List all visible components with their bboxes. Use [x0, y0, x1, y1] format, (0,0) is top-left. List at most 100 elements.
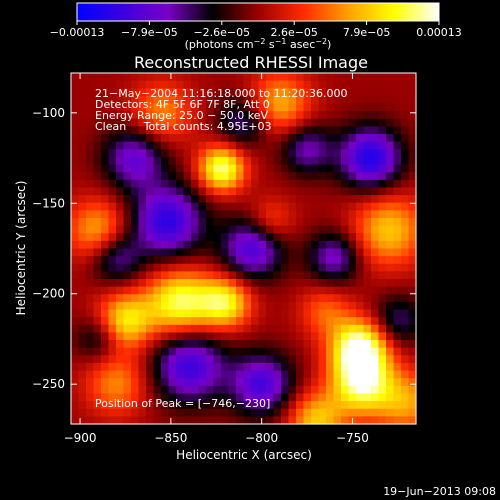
heatmap-cell	[243, 88, 252, 97]
heatmap-cell	[108, 347, 117, 356]
heatmap-cell	[198, 256, 207, 265]
heatmap-cell	[131, 88, 140, 97]
heatmap-cell	[363, 340, 372, 349]
heatmap-cell	[116, 347, 125, 356]
plot-frame	[70, 72, 417, 425]
heatmap-cell	[288, 309, 297, 318]
heatmap-cell	[108, 149, 117, 158]
heatmap-cell	[86, 370, 95, 379]
heatmap-cell	[123, 347, 132, 356]
heatmap-cell	[228, 217, 237, 227]
heatmap-cell	[333, 362, 342, 372]
heatmap-cell	[348, 202, 357, 211]
heatmap-cell	[228, 309, 237, 318]
heatmap-cell	[183, 347, 192, 356]
heatmap-cell	[71, 393, 80, 402]
heatmap-cell	[296, 393, 305, 402]
heatmap-cell	[206, 401, 215, 410]
heatmap-cell	[123, 202, 132, 211]
heatmap-cell	[116, 195, 125, 204]
heatmap-cell	[206, 118, 215, 128]
heatmap-cell	[288, 355, 297, 364]
heatmap-cell	[341, 202, 350, 211]
heatmap-cell	[176, 202, 185, 211]
heatmap-cell	[333, 263, 342, 272]
heatmap-cell	[71, 355, 80, 364]
heatmap-cell	[176, 240, 185, 250]
heatmap-cell	[408, 95, 417, 105]
heatmap-cell	[251, 126, 260, 135]
heatmap-cell	[176, 172, 185, 181]
heatmap-cell	[296, 88, 305, 97]
heatmap-cell	[341, 118, 350, 128]
heatmap-cell	[273, 309, 282, 318]
heatmap-cell	[281, 378, 290, 387]
heatmap-cell	[86, 408, 95, 417]
colorbar-tick-label: 2.6e−05	[270, 26, 317, 39]
heatmap-cell	[251, 210, 260, 219]
heatmap-cell	[393, 141, 402, 150]
heatmap-cell	[281, 164, 290, 173]
heatmap-cell	[93, 210, 102, 219]
heatmap-cell	[78, 248, 87, 257]
heatmap-cell	[243, 187, 252, 196]
heatmap-cell	[123, 256, 132, 265]
heatmap-cell	[371, 202, 380, 211]
heatmap-cell	[213, 225, 222, 234]
heatmap-cell	[386, 393, 395, 402]
heatmap-cell	[296, 210, 305, 219]
heatmap-cell	[161, 248, 170, 257]
heatmap-cell	[153, 309, 162, 318]
heatmap-cell	[243, 164, 252, 173]
heatmap-cell	[236, 385, 245, 395]
heatmap-cell	[123, 286, 132, 295]
heatmap-cell	[251, 179, 260, 189]
heatmap-cell	[341, 309, 350, 318]
heatmap-cell	[288, 340, 297, 349]
heatmap-cell	[333, 111, 342, 120]
heatmap-cell	[146, 416, 155, 425]
heatmap-cell	[198, 401, 207, 410]
heatmap-cell	[318, 248, 327, 257]
heatmap-cell	[386, 233, 395, 242]
heatmap-cell	[258, 126, 267, 135]
heatmap-cell	[116, 317, 125, 326]
heatmap-cell	[281, 80, 290, 89]
heatmap-cell	[168, 73, 177, 82]
heatmap-cell	[168, 347, 177, 356]
heatmap-cell	[348, 240, 357, 250]
heatmap-cell	[153, 187, 162, 196]
heatmap-cell	[326, 225, 335, 234]
heatmap-cell	[236, 111, 245, 120]
heatmap-cell	[71, 164, 80, 173]
heatmap-cell	[386, 73, 395, 82]
heatmap-cell	[101, 111, 110, 120]
y-tick-label: −200	[32, 287, 65, 301]
heatmap-cell	[348, 195, 357, 204]
heatmap-cell	[281, 187, 290, 196]
heatmap-cell	[153, 156, 162, 166]
heatmap-cell	[153, 340, 162, 349]
heatmap-cell	[108, 179, 117, 189]
heatmap-cell	[168, 195, 177, 204]
heatmap-cell	[288, 294, 297, 303]
heatmap-cell	[108, 370, 117, 379]
heatmap-cell	[228, 187, 237, 196]
heatmap-cell	[266, 340, 275, 349]
heatmap-cell	[281, 317, 290, 326]
heatmap-cell	[236, 118, 245, 128]
heatmap-cell	[161, 355, 170, 364]
heatmap-cell	[198, 416, 207, 425]
heatmap-cell	[258, 233, 267, 242]
heatmap-cell	[191, 95, 200, 105]
heatmap-cell	[408, 279, 417, 288]
heatmap-cell	[288, 126, 297, 135]
heatmap-cell	[401, 164, 410, 173]
heatmap-cell	[281, 172, 290, 181]
heatmap-cell	[296, 233, 305, 242]
heatmap-cell	[341, 362, 350, 372]
heatmap-cell	[161, 263, 170, 272]
heatmap-cell	[273, 362, 282, 372]
heatmap-cell	[281, 370, 290, 379]
heatmap-cell	[176, 156, 185, 166]
